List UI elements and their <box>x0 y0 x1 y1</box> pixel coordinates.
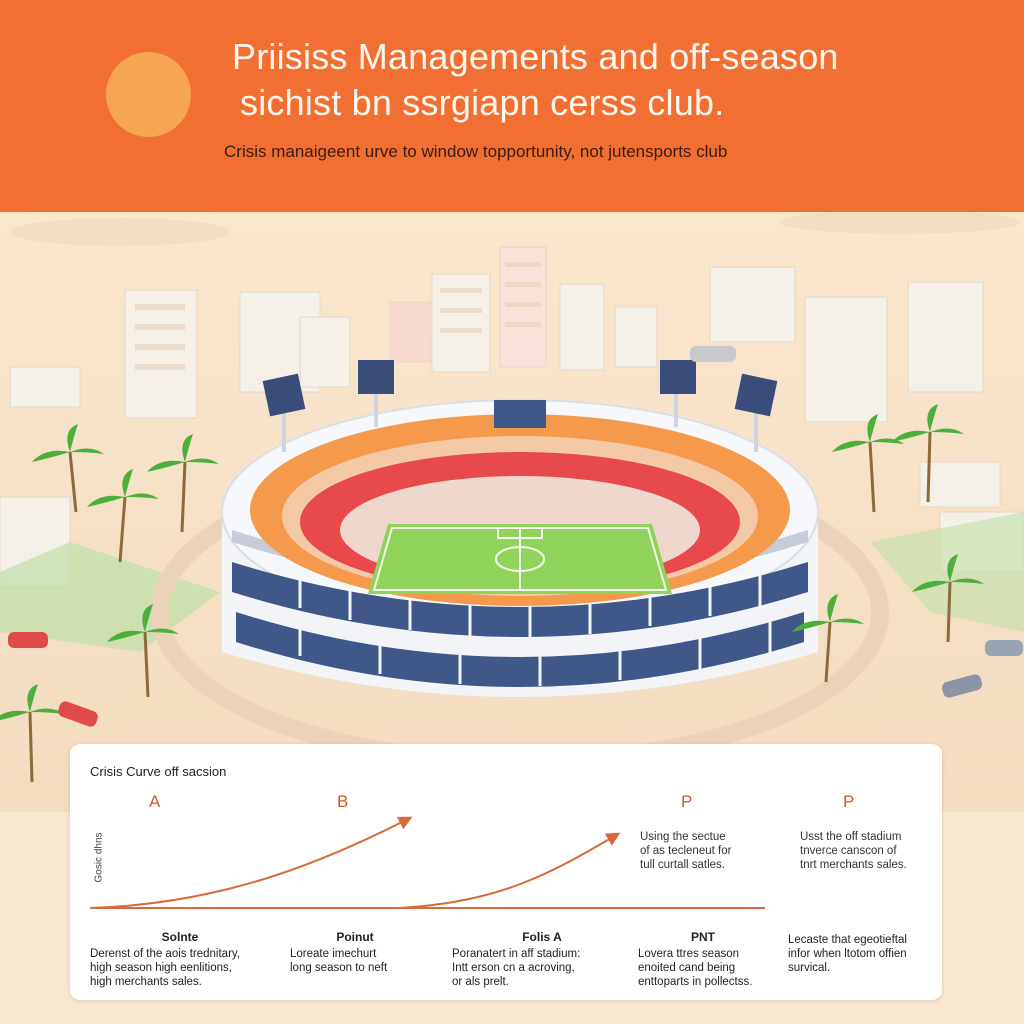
sun-icon <box>106 52 191 137</box>
note-1: Using the sectue of as tecleneut for tul… <box>640 831 732 871</box>
crisis-curve-graph <box>89 816 765 909</box>
cars <box>8 346 1023 727</box>
column-4: PNT Lovera ttres season enoited cand bei… <box>638 930 753 988</box>
page-title: Priisiss Managements and off-season sich… <box>232 34 839 126</box>
marker-a: A <box>149 792 161 811</box>
palm-trees <box>0 404 984 783</box>
crisis-curve-line-2 <box>399 832 621 909</box>
crisis-curve-card: Crisis Curve off sacsion Gosic dhns A B … <box>70 744 942 1000</box>
header-banner: Priisiss Managements and off-season sich… <box>0 0 1024 212</box>
column-5: Lecaste that egeotieftal infor when ltot… <box>788 934 907 974</box>
title-line-1: Priisiss Managements and off-season <box>232 36 839 77</box>
page-subtitle: Crisis manaigeent urve to window topport… <box>224 142 728 161</box>
stadium <box>221 399 819 697</box>
marker-b: B <box>337 792 349 811</box>
floodlights <box>262 360 778 452</box>
column-3: Folis A Poranatert in aff stadium: Intt … <box>452 930 581 988</box>
chart-title: Crisis Curve off sacsion <box>90 764 227 779</box>
title-line-2: sichist bn ssrgiapn cerss club. <box>240 82 725 123</box>
column-1: Solnte Derenst of the aois trednitary, h… <box>90 930 240 988</box>
marker-p1: P <box>681 792 693 811</box>
note-2: Usst the off stadium tnverce canscon of … <box>800 831 907 871</box>
marker-p2: P <box>843 792 855 811</box>
city-buildings <box>0 246 1024 588</box>
stadium-illustration <box>0 212 1024 812</box>
column-2: Poinut Loreate imechurt long season to n… <box>290 930 388 974</box>
crisis-curve-line-1 <box>89 816 413 909</box>
